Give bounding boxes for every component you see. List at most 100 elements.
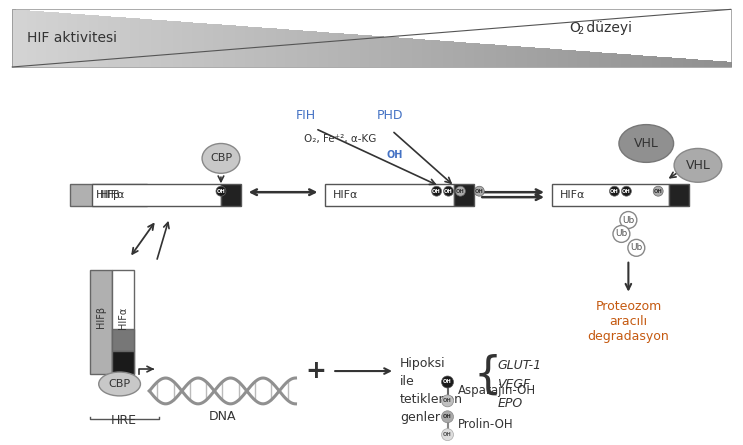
Bar (34, 11, 37, 67)
Bar (417, 39, 421, 67)
Bar (252, 27, 255, 67)
Bar (89, 15, 92, 67)
Text: FIH: FIH (296, 109, 316, 122)
Bar (657, 57, 660, 67)
Bar (642, 56, 646, 67)
Bar (501, 45, 504, 67)
Bar (237, 26, 241, 67)
Bar (338, 33, 341, 67)
Text: OH: OH (386, 150, 403, 160)
Bar (654, 57, 658, 67)
Text: Proteozom
aracılı
degradasyon: Proteozom aracılı degradasyon (588, 299, 669, 343)
Bar (158, 20, 162, 67)
Bar (96, 16, 100, 67)
Text: Ub: Ub (622, 215, 635, 225)
Bar (125, 18, 129, 67)
Bar (51, 12, 54, 67)
Bar (127, 18, 131, 67)
Bar (314, 32, 317, 67)
Bar (134, 18, 137, 67)
Text: OH: OH (443, 398, 452, 403)
Text: Ub: Ub (615, 230, 628, 239)
Bar (290, 30, 293, 67)
Text: HIFα: HIFα (334, 190, 359, 200)
Bar (534, 48, 538, 67)
Bar (106, 16, 109, 67)
Bar (666, 57, 669, 67)
Bar (120, 17, 123, 67)
Bar (132, 18, 135, 67)
Bar (324, 32, 327, 67)
Bar (58, 12, 61, 67)
Circle shape (441, 411, 453, 423)
Bar (333, 33, 337, 67)
Bar (714, 61, 717, 67)
Bar (309, 31, 313, 67)
Bar (111, 16, 114, 67)
Bar (211, 24, 215, 67)
Bar (25, 10, 27, 67)
Circle shape (455, 186, 465, 196)
Bar (472, 43, 476, 67)
Bar (194, 23, 198, 67)
Bar (549, 49, 552, 67)
Bar (295, 30, 298, 67)
Bar (687, 59, 691, 67)
Bar (426, 40, 430, 67)
Bar (60, 13, 64, 67)
Bar (522, 47, 526, 67)
Bar (129, 18, 133, 67)
Bar (326, 32, 329, 67)
Bar (84, 15, 88, 67)
Bar (336, 33, 339, 67)
Bar (247, 27, 250, 67)
Bar (628, 54, 631, 67)
Bar (496, 45, 499, 67)
Circle shape (432, 186, 441, 196)
Bar (571, 50, 574, 67)
Circle shape (653, 186, 663, 196)
Bar (343, 33, 346, 67)
Bar (556, 49, 559, 67)
Bar (475, 43, 478, 67)
Bar (22, 10, 25, 67)
Bar (199, 23, 202, 67)
Bar (142, 19, 145, 67)
Bar (273, 28, 276, 67)
Bar (716, 61, 720, 67)
Bar (233, 25, 236, 67)
Bar (398, 38, 401, 67)
Bar (221, 24, 224, 67)
Bar (489, 44, 493, 67)
Bar (704, 60, 708, 67)
Bar (604, 53, 607, 67)
Bar (166, 20, 169, 67)
Bar (369, 36, 372, 67)
Bar (325, 184, 455, 206)
Bar (108, 16, 111, 67)
Bar (484, 44, 487, 67)
Bar (597, 52, 600, 67)
Bar (70, 13, 73, 67)
Bar (240, 26, 243, 67)
Bar (661, 57, 665, 67)
Bar (170, 21, 174, 67)
Bar (299, 30, 303, 67)
Bar (487, 44, 490, 67)
Bar (554, 49, 557, 67)
Bar (386, 37, 389, 67)
Bar (391, 37, 394, 67)
Bar (218, 24, 221, 67)
Bar (683, 58, 687, 67)
Bar (690, 59, 693, 67)
Bar (354, 34, 358, 67)
Bar (470, 43, 473, 67)
Bar (606, 53, 609, 67)
Bar (268, 28, 272, 67)
Ellipse shape (674, 149, 721, 182)
Text: OH: OH (443, 432, 452, 437)
Bar (137, 19, 140, 67)
Bar (307, 31, 311, 67)
Bar (695, 59, 698, 67)
Bar (189, 22, 193, 67)
